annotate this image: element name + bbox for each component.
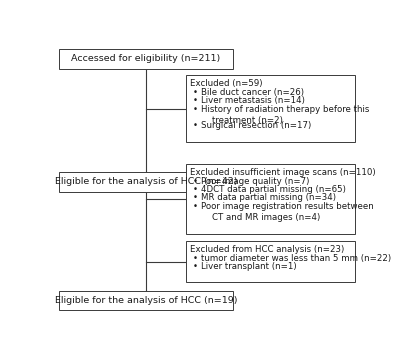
Text: •: • (193, 193, 198, 202)
Text: •: • (193, 104, 198, 114)
Text: •: • (193, 121, 198, 130)
Text: •: • (193, 96, 198, 105)
Text: Excluded (n=59): Excluded (n=59) (190, 79, 263, 88)
Text: Eligible for the analysis of HCC (n=42): Eligible for the analysis of HCC (n=42) (55, 177, 237, 186)
FancyBboxPatch shape (59, 49, 233, 69)
Text: Surgical resection (n=17): Surgical resection (n=17) (201, 121, 312, 130)
Text: 4DCT data partial missing (n=65): 4DCT data partial missing (n=65) (201, 185, 346, 194)
Text: •: • (193, 88, 198, 97)
Text: Excluded from HCC analysis (n=23): Excluded from HCC analysis (n=23) (190, 245, 344, 253)
FancyBboxPatch shape (59, 291, 233, 311)
Text: Poor image quality (n=7): Poor image quality (n=7) (201, 177, 310, 186)
Text: •: • (193, 254, 198, 263)
Text: History of radiation therapy before this
    treatment (n=2): History of radiation therapy before this… (201, 104, 370, 125)
Text: Liver transplant (n=1): Liver transplant (n=1) (201, 262, 297, 271)
Text: Accessed for eligibility (n=211): Accessed for eligibility (n=211) (72, 54, 221, 63)
Text: Poor image registration results between
    CT and MR images (n=4): Poor image registration results between … (201, 202, 374, 222)
Text: Liver metastasis (n=14): Liver metastasis (n=14) (201, 96, 305, 105)
Text: •: • (193, 177, 198, 186)
Text: MR data partial missing (n=34): MR data partial missing (n=34) (201, 193, 336, 202)
Text: •: • (193, 202, 198, 211)
FancyBboxPatch shape (186, 75, 355, 142)
Text: Bile duct cancer (n=26): Bile duct cancer (n=26) (201, 88, 304, 97)
FancyBboxPatch shape (186, 241, 355, 282)
Text: •: • (193, 185, 198, 194)
Text: tumor diameter was less than 5 mm (n=22): tumor diameter was less than 5 mm (n=22) (201, 254, 392, 263)
Text: •: • (193, 262, 198, 271)
Text: Excluded insufficient image scans (n=110): Excluded insufficient image scans (n=110… (190, 168, 376, 176)
FancyBboxPatch shape (59, 172, 233, 192)
FancyBboxPatch shape (186, 164, 355, 234)
Text: Eligible for the analysis of HCC (n=19): Eligible for the analysis of HCC (n=19) (55, 296, 237, 305)
